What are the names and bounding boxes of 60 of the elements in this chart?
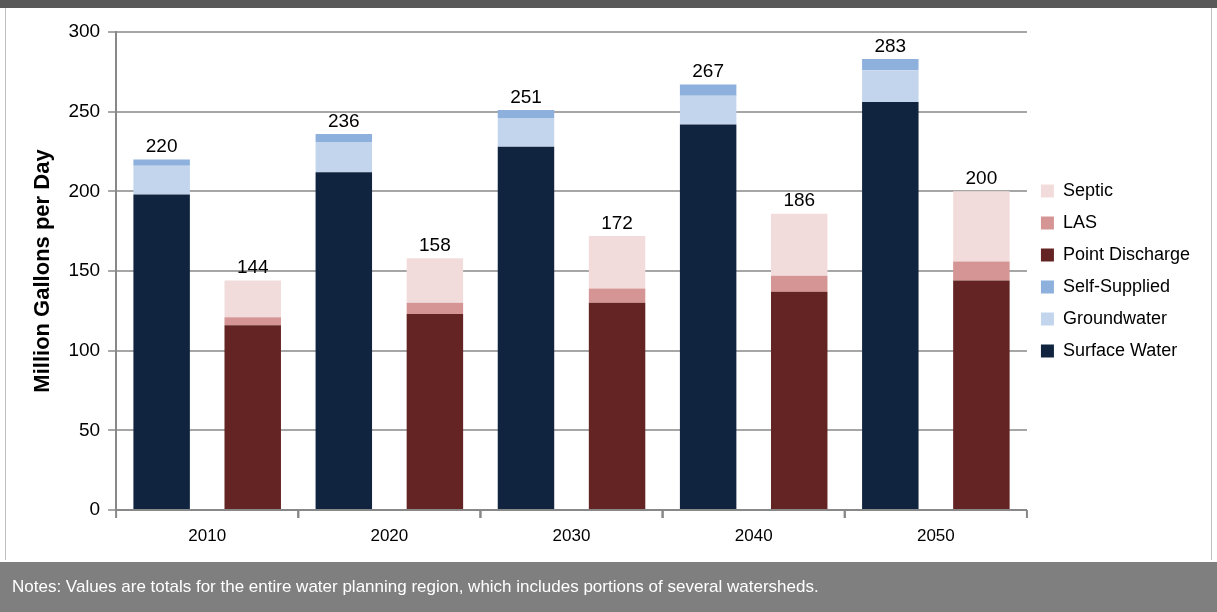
bar <box>315 133 373 142</box>
bar <box>588 235 646 289</box>
bar <box>862 70 919 103</box>
bar <box>770 291 828 509</box>
total-label: 144 <box>236 256 270 278</box>
total-label: 186 <box>783 189 816 211</box>
bar <box>588 302 646 509</box>
legend-label: Self-Supplied <box>1062 275 1171 296</box>
total-label: 220 <box>145 135 178 157</box>
bar <box>406 258 464 303</box>
total-label: 283 <box>874 34 907 56</box>
x-tick-label: 2040 <box>734 526 773 546</box>
bar <box>224 317 281 326</box>
bar <box>953 191 1010 262</box>
x-tick-label: 2010 <box>188 526 227 546</box>
bar <box>315 141 373 173</box>
bar <box>224 280 281 318</box>
bar <box>953 280 1010 509</box>
legend-label: Surface Water <box>1062 339 1178 360</box>
bar <box>679 95 737 125</box>
y-tick-label: 100 <box>68 338 101 360</box>
bar <box>679 84 737 96</box>
y-tick-label: 150 <box>68 259 101 281</box>
bar <box>406 302 464 315</box>
total-label: 172 <box>601 211 633 233</box>
bar <box>679 124 737 509</box>
bar <box>497 118 555 147</box>
bar <box>497 146 555 509</box>
legend-label: Groundwater <box>1062 307 1167 328</box>
total-label: 158 <box>419 233 451 255</box>
bar <box>953 261 1010 281</box>
y-tick-label: 200 <box>68 179 101 201</box>
legend-label: LAS <box>1062 211 1097 232</box>
y-tick-label: 0 <box>89 498 101 520</box>
y-tick-label: 250 <box>68 99 101 121</box>
bar <box>770 275 828 292</box>
bar <box>133 165 190 195</box>
x-tick-label: 2020 <box>370 526 409 546</box>
bar <box>770 213 828 276</box>
y-axis-title: Million Gallons per Day <box>29 148 55 393</box>
bar <box>406 314 464 509</box>
total-label: 200 <box>965 167 998 189</box>
bar <box>133 159 190 166</box>
bar <box>133 194 190 509</box>
legend-label: Septic <box>1062 179 1113 200</box>
legend-label: Point Discharge <box>1062 243 1191 264</box>
total-label: 251 <box>510 85 542 107</box>
total-label: 267 <box>692 60 724 82</box>
y-tick-label: 300 <box>68 20 101 42</box>
bar <box>862 102 919 509</box>
x-tick-label: 2030 <box>552 526 591 546</box>
text: Notes: Values are totals for the entire water planning region, which includes portions of several watersheds. <box>12 577 819 596</box>
bar <box>497 110 555 119</box>
x-tick-label: 2050 <box>916 526 955 546</box>
bar <box>588 288 646 303</box>
total-label: 236 <box>327 109 360 131</box>
bar <box>315 172 373 509</box>
y-tick-label: 50 <box>78 418 101 440</box>
bar <box>862 59 919 71</box>
bar <box>224 325 281 509</box>
